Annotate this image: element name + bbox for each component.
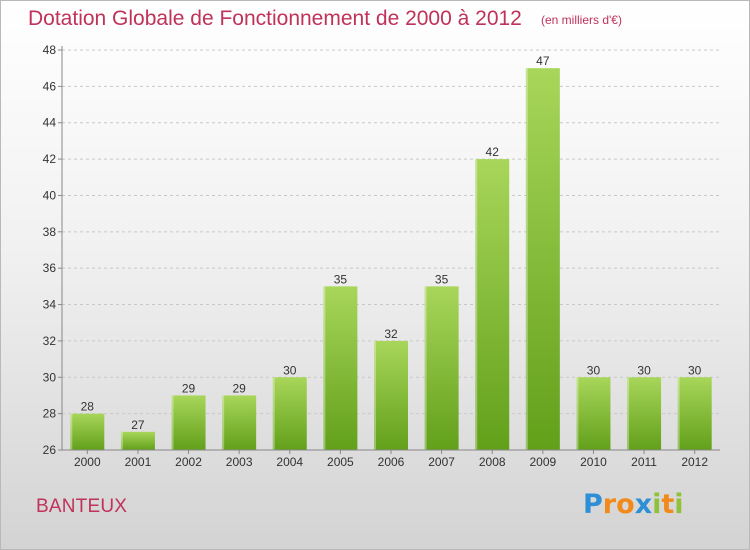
- x-tick-label-2008: 2008: [479, 455, 506, 469]
- x-tick-label-2000: 2000: [74, 455, 101, 469]
- x-tick-label-2006: 2006: [378, 455, 405, 469]
- logo-letter: t: [661, 489, 675, 520]
- value-label-2011: 30: [637, 363, 651, 377]
- bar-highlight: [374, 340, 376, 450]
- bar-2008: [475, 159, 510, 450]
- bar-highlight: [627, 377, 630, 450]
- bar-2010: [576, 377, 611, 450]
- y-tick-label: 32: [43, 334, 57, 348]
- y-tick-label: 30: [43, 370, 57, 384]
- value-label-2007: 35: [435, 272, 449, 286]
- bar-highlight: [222, 395, 225, 450]
- y-tick-label: 38: [43, 225, 57, 239]
- y-tick-label: 44: [43, 116, 57, 130]
- y-tick-label: 28: [43, 407, 57, 421]
- x-tick-label-2007: 2007: [428, 455, 455, 469]
- bar-2001: [120, 431, 155, 450]
- logo-letter: i: [652, 489, 662, 520]
- proxiti-logo: Proxiti: [583, 489, 684, 520]
- value-label-2005: 35: [334, 272, 348, 286]
- axes: [58, 46, 720, 454]
- bar-2012: [677, 377, 712, 450]
- labels: 26 28 30 32 34 36 38 40 42 44 46 48 28 2000 27 2001 29 20…: [43, 43, 709, 469]
- x-tick-label-2010: 2010: [580, 455, 607, 469]
- y-tick-label: 36: [43, 261, 57, 275]
- bar-2005: [323, 286, 358, 450]
- x-tick-label-2003: 2003: [226, 455, 253, 469]
- value-label-2012: 30: [688, 363, 702, 377]
- bar-2009: [525, 68, 560, 450]
- value-label-2003: 29: [232, 381, 246, 395]
- bars: [70, 68, 712, 450]
- value-label-2006: 32: [384, 327, 398, 341]
- value-label-2002: 29: [182, 381, 196, 395]
- bar-highlight: [677, 377, 680, 450]
- bar-highlight: [323, 286, 326, 450]
- bar-2002: [171, 395, 206, 450]
- logo-letter: P: [583, 489, 603, 520]
- bar-2011: [627, 377, 662, 450]
- gridlines: [62, 49, 720, 415]
- y-tick-label: 42: [43, 152, 57, 166]
- value-label-2000: 28: [81, 400, 95, 414]
- y-tick-label: 34: [43, 298, 57, 312]
- bar-2006: [374, 340, 408, 450]
- logo-letter: x: [634, 489, 653, 520]
- bar-highlight: [576, 377, 579, 450]
- bar-2004: [272, 377, 307, 450]
- y-tick-label: 40: [43, 188, 57, 202]
- bar-highlight: [424, 286, 427, 450]
- y-tick-label: 48: [43, 43, 57, 57]
- bar-2007: [424, 286, 459, 450]
- chart-unit-note: (en milliers d'€): [541, 13, 622, 27]
- bar-highlight: [171, 395, 174, 450]
- value-label-2004: 30: [283, 363, 297, 377]
- x-tick-label-2001: 2001: [125, 455, 152, 469]
- value-label-2001: 27: [131, 418, 145, 432]
- y-tick-label: 46: [43, 79, 57, 93]
- bar-highlight: [120, 431, 123, 450]
- x-tick-label-2009: 2009: [529, 455, 556, 469]
- bar-highlight: [475, 159, 478, 450]
- logo-letter: r: [602, 489, 617, 520]
- y-tick-label: 26: [43, 443, 57, 457]
- chart-title: Dotation Globale de Fonctionnement de 20…: [28, 7, 522, 30]
- bar-highlight: [272, 377, 275, 450]
- logo-letter: o: [616, 489, 635, 520]
- x-tick-label-2002: 2002: [175, 455, 202, 469]
- x-tick-label-2011: 2011: [631, 455, 657, 469]
- x-tick-label-2004: 2004: [276, 455, 303, 469]
- bar-highlight: [525, 68, 528, 450]
- value-label-2010: 30: [587, 363, 601, 377]
- bar-highlight: [70, 413, 73, 450]
- commune-name: BANTEUX: [36, 496, 128, 517]
- x-tick-label-2012: 2012: [681, 455, 708, 469]
- logo-letter: i: [674, 489, 684, 520]
- bar-2000: [70, 413, 105, 450]
- x-tick-label-2005: 2005: [327, 455, 354, 469]
- value-label-2009: 47: [536, 54, 550, 68]
- bar-2003: [222, 395, 257, 450]
- value-label-2008: 42: [486, 145, 500, 159]
